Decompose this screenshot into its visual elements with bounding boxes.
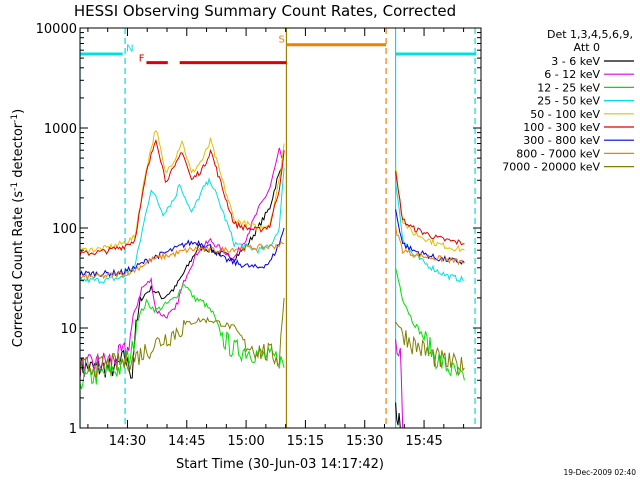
flag-label-s: S — [279, 34, 285, 45]
y-tick-label: 10 — [60, 322, 77, 337]
legend-entry-label: 800 - 7000 keV — [516, 147, 600, 160]
x-tick-label: 14:45 — [168, 434, 205, 449]
legend-title-line2: Att 0 — [574, 41, 600, 54]
x-tick-label: 15:00 — [227, 434, 264, 449]
legend-entry-label: 12 - 25 keV — [537, 81, 600, 94]
y-tick-label: 1 — [69, 422, 77, 437]
y-label-sup1: -1 — [10, 182, 20, 191]
x-tick-label: 15:30 — [346, 434, 383, 449]
series-line-3-segment-1 — [395, 182, 465, 283]
legend-entry-label: 25 - 50 keV — [537, 95, 600, 108]
legend-entry-label: 7000 - 20000 keV — [502, 161, 600, 174]
series-line-2-segment-1 — [395, 268, 465, 381]
y-tick-label: 100 — [52, 222, 77, 237]
x-tick-label: 14:30 — [109, 434, 146, 449]
chart-title: HESSI Observing Summary Count Rates, Cor… — [74, 2, 456, 20]
legend-title-line1: Det 1,3,4,5,6,9, — [547, 28, 633, 41]
x-tick-label: 15:45 — [405, 434, 442, 449]
y-axis-label: Corrected Count Rate (s-1 detector-1) — [10, 109, 26, 347]
y-tick-label: 10000 — [36, 22, 77, 37]
series-line-5-segment-0 — [80, 138, 285, 257]
series-line-4-segment-1 — [395, 167, 465, 253]
plot-frame — [79, 27, 482, 429]
series-line-3-segment-0 — [80, 167, 285, 284]
flag-label-n: N — [126, 44, 133, 55]
y-label-suffix: ) — [11, 109, 26, 114]
legend-entry-label: 300 - 800 keV — [523, 134, 600, 147]
series-line-6-segment-0 — [80, 227, 285, 279]
series-line-7-segment-0 — [80, 240, 285, 282]
flag-label-f: F — [139, 54, 145, 65]
legend-entry-label: 3 - 6 keV — [551, 55, 600, 68]
y-label-mid: detector — [11, 122, 26, 182]
series-line-5-segment-1 — [395, 171, 465, 246]
y-tick-label: 1000 — [44, 122, 77, 137]
series-line-1-segment-0 — [80, 147, 283, 377]
y-label-sup2: -1 — [10, 114, 20, 123]
series-line-8-segment-0 — [80, 297, 285, 379]
legend-entry-label: 50 - 100 keV — [530, 108, 600, 121]
series-line-7-segment-1 — [395, 225, 465, 266]
series-line-2-segment-0 — [80, 284, 285, 390]
x-tick-label: 15:15 — [287, 434, 324, 449]
series-line-1-segment-1 — [395, 339, 404, 428]
x-axis-label: Start Time (30-Jun-03 14:17:42) — [176, 457, 384, 472]
series-line-0-segment-1 — [395, 402, 401, 428]
data-layer: NF S — [80, 28, 477, 428]
datestamp: 19-Dec-2009 02:40 — [563, 468, 636, 477]
series-line-6-segment-1 — [395, 209, 465, 265]
legend-entry-label: 6 - 12 keV — [544, 68, 600, 81]
y-label-prefix: Corrected Count Rate (s — [11, 191, 26, 348]
plot-area: NF S 1 10 100 1000 10000 14:30 14:45 15:00 15:15 15… — [36, 22, 482, 449]
series-line-8-segment-1 — [395, 321, 465, 377]
legend-entry-label: 100 - 300 keV — [523, 121, 600, 134]
